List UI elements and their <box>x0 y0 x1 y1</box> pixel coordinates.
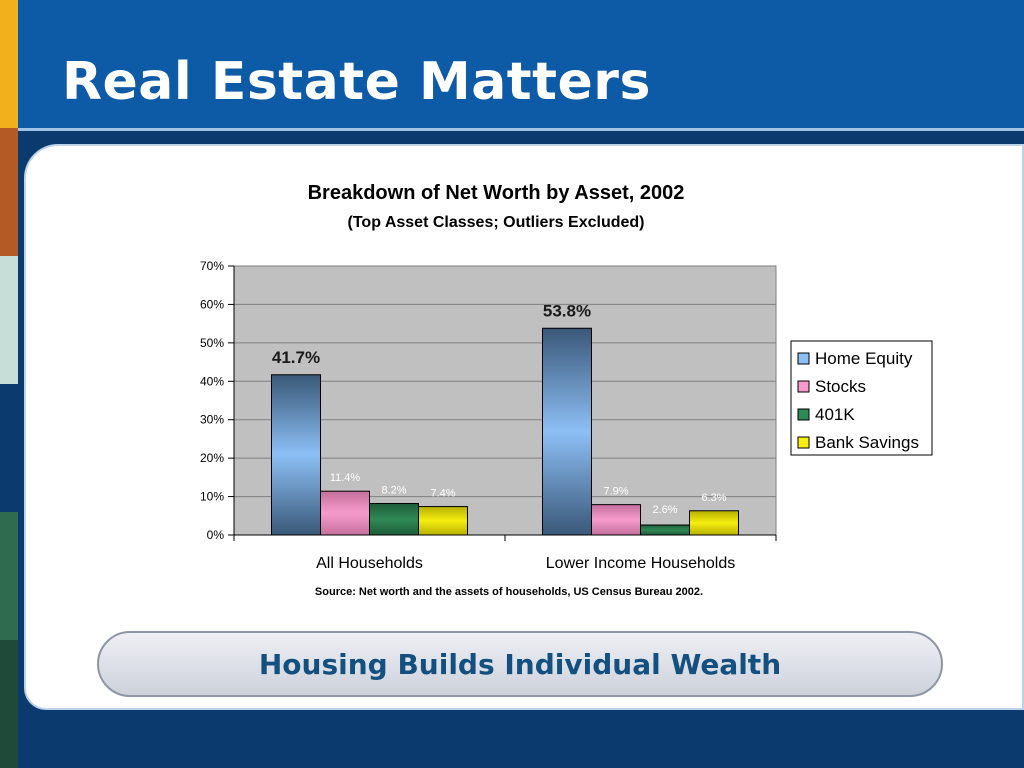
y-tick-label: 60% <box>200 297 224 311</box>
data-label: 11.4% <box>330 472 361 484</box>
bar-bank-savings-1 <box>689 510 739 536</box>
legend-swatch <box>797 380 810 393</box>
chart-subtitle: (Top Asset Classes; Outliers Excluded) <box>348 214 645 231</box>
bar-401k-0 <box>369 502 419 536</box>
title-band <box>18 0 1024 128</box>
data-label: 53.8% <box>543 301 591 320</box>
y-tick-label: 50% <box>200 336 224 350</box>
chart-source: Source: Net worth and the assets of hous… <box>315 586 703 598</box>
plot-area <box>233 265 777 536</box>
data-label: 6.3% <box>701 492 726 504</box>
legend-label: Bank Savings <box>815 433 919 452</box>
y-tick-label: 40% <box>200 374 224 388</box>
banner-text: Housing Builds Individual Wealth <box>258 647 782 681</box>
data-label: 41.7% <box>272 348 320 367</box>
y-tick-label: 10% <box>200 490 224 504</box>
strip-segment-darkgreen <box>0 640 18 768</box>
y-tick-label: 70% <box>200 259 224 273</box>
legend-label: 401K <box>815 405 855 424</box>
bar-401k-1 <box>640 524 690 536</box>
data-label: 7.9% <box>603 486 628 498</box>
bar-home-equity-0 <box>271 374 321 536</box>
legend-swatch <box>797 436 810 449</box>
strip-segment-gold <box>0 0 18 128</box>
left-color-strip <box>0 0 18 768</box>
strip-segment-rust <box>0 128 18 256</box>
legend-label: Stocks <box>815 377 866 396</box>
legend-swatch <box>797 352 810 365</box>
chart-panel: Breakdown of Net Worth by Asset, 2002 (T… <box>26 146 1022 708</box>
y-tick-label: 20% <box>200 451 224 465</box>
bar-home-equity-1 <box>542 327 592 536</box>
chart-title: Breakdown of Net Worth by Asset, 2002 <box>308 182 685 204</box>
data-label: 7.4% <box>430 488 455 500</box>
data-label: 2.6% <box>652 504 677 516</box>
bottom-banner: Housing Builds Individual Wealth <box>97 631 943 697</box>
data-label: 8.2% <box>381 484 406 496</box>
bar-bank-savings-0 <box>418 506 468 536</box>
legend-swatch <box>797 408 810 421</box>
y-tick-label: 0% <box>207 528 225 542</box>
bar-stocks-1 <box>591 504 641 536</box>
slide-title: Real Estate Matters <box>62 52 651 112</box>
x-category-label: Lower Income Households <box>546 555 735 572</box>
strip-segment-mint <box>0 256 18 384</box>
title-rule <box>18 128 1024 131</box>
x-category-label: All Households <box>316 555 423 572</box>
legend <box>790 340 933 456</box>
strip-segment-green <box>0 512 18 640</box>
y-tick-label: 30% <box>200 413 224 427</box>
bar-chart: Breakdown of Net Worth by Asset, 2002 (T… <box>200 182 933 598</box>
bar-stocks-0 <box>320 490 370 536</box>
legend-label: Home Equity <box>815 349 913 368</box>
strip-segment-navy <box>0 384 18 512</box>
